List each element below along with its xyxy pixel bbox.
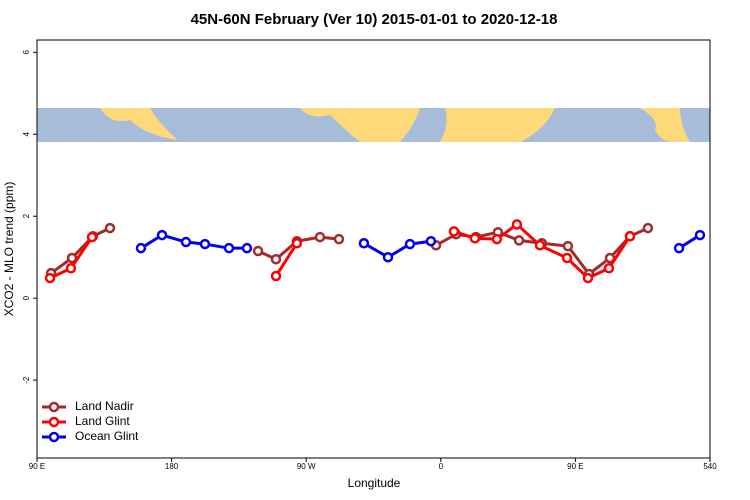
data-point [425,235,437,247]
data-point [448,226,460,237]
plot-frame [36,39,711,459]
data-point [333,233,345,245]
data-point [270,253,282,265]
data-point [624,231,636,242]
data-point [561,252,573,264]
data-point [180,236,192,248]
data-point [358,238,370,249]
data-point [534,240,546,251]
data-point [66,252,78,264]
data-point [65,263,77,274]
data-point [582,272,594,284]
data-point [469,233,481,244]
data-point [314,231,326,243]
data-point [511,219,523,230]
data-point [513,235,525,246]
map-ocean [400,108,447,142]
legend-label: Land Nadir [75,399,134,413]
y-tick-label: 4 [22,131,31,136]
legend-marker [48,401,60,413]
data-point [382,251,394,263]
x-tick-label: 90 E [29,462,45,471]
data-point [694,229,706,241]
legend-marker [48,416,60,428]
data-point [673,242,685,254]
data-point [135,242,147,254]
x-tick-label: 90 W [297,462,316,471]
y-axis-label: XCO2 - MLO trend (ppm) [2,182,16,317]
y-tick-label: 2 [22,213,31,218]
data-point [199,238,211,250]
data-point [562,240,574,252]
data-point [86,231,98,243]
data-point [241,242,253,254]
data-point [270,270,282,282]
legend-label: Land Glint [75,414,130,428]
map-ocean [680,108,710,142]
data-point [491,233,503,245]
data-point [291,238,303,249]
data-point [156,229,168,241]
data-point [44,272,56,284]
x-tick-label: 180 [165,462,179,471]
map-strip [37,108,710,142]
data-point [603,263,615,274]
y-tick-label: 6 [22,50,31,55]
data-point [252,245,264,257]
map-ocean [150,108,360,142]
x-tick-label: 0 [439,462,444,471]
map-ocean [520,108,670,142]
data-point [642,222,654,234]
x-tick-label: 540 [703,462,717,471]
data-point [104,222,116,234]
map-ocean [37,108,200,142]
legend-marker [48,431,60,443]
data-point [223,242,235,254]
chart-title: 45N-60N February (Ver 10) 2015-01-01 to … [191,11,558,28]
x-axis-label: Longitude [348,476,401,490]
data-point [404,238,416,250]
legend-label: Ocean Glint [75,429,139,443]
y-tick-label: -2 [22,376,31,384]
x-tick-label: 90 E [567,462,583,471]
y-tick-label: 0 [22,295,31,300]
